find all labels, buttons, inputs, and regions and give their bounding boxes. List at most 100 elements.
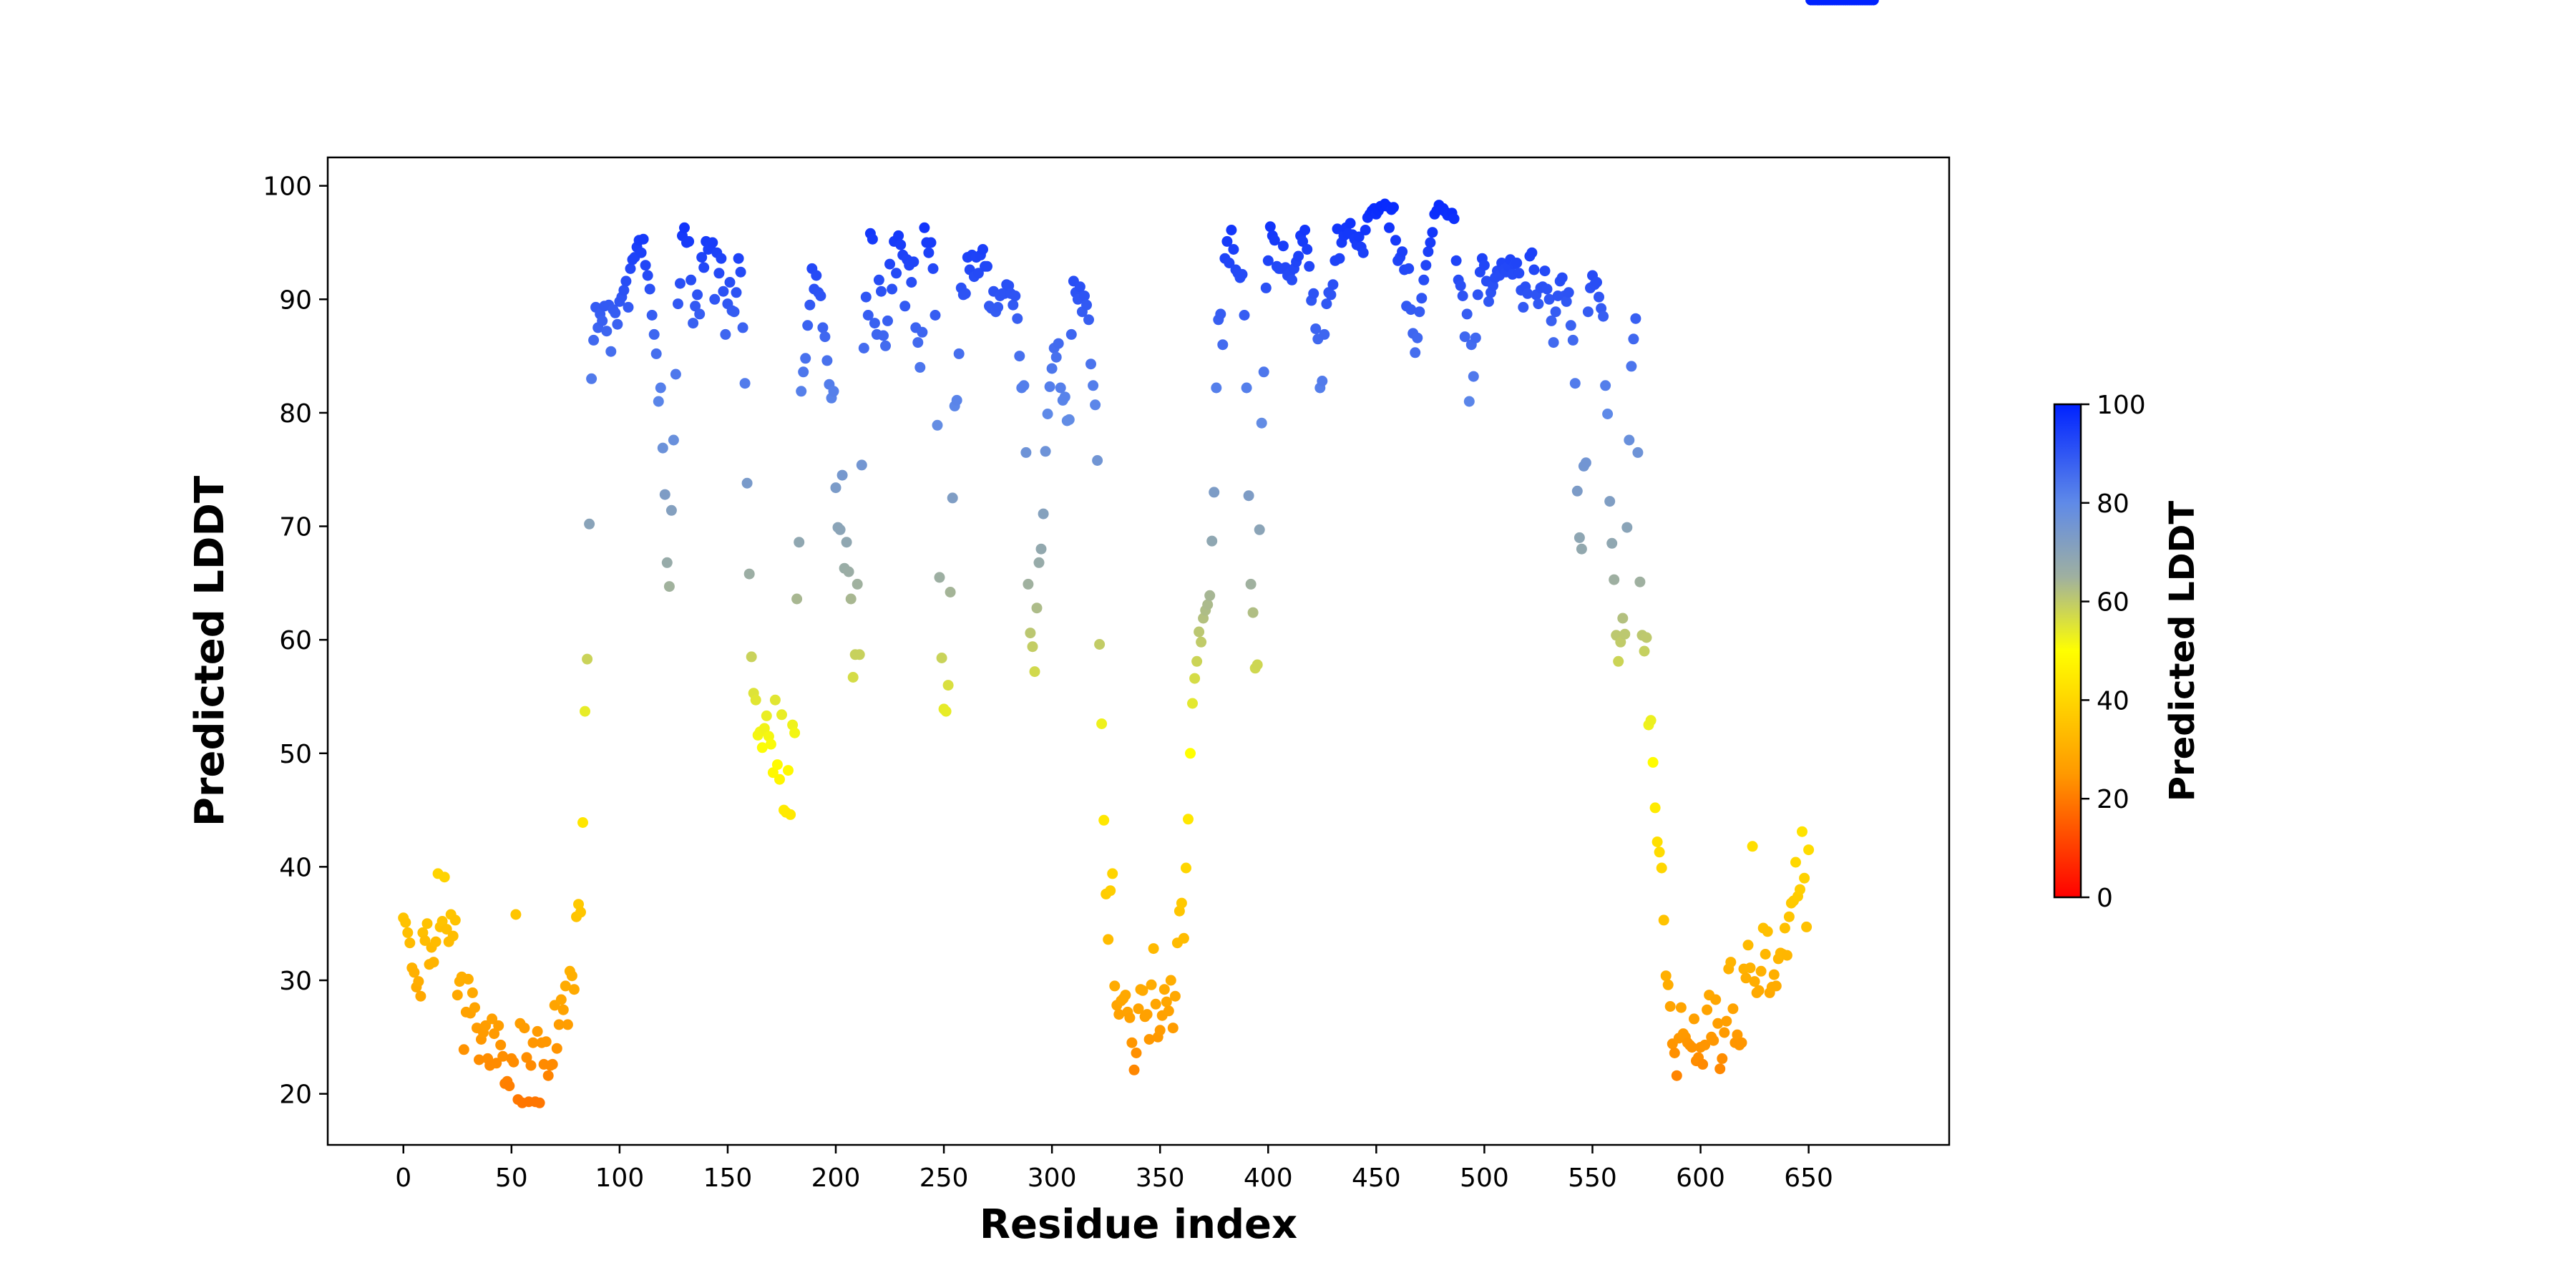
data-point [750, 694, 761, 706]
data-point [1033, 557, 1045, 568]
data-point [1403, 263, 1415, 274]
data-point [1012, 313, 1023, 324]
data-point [1569, 378, 1581, 389]
data-point [1260, 282, 1272, 293]
data-point [692, 289, 703, 301]
data-point [1619, 628, 1631, 640]
data-point [557, 1004, 569, 1015]
data-point [404, 937, 416, 949]
x-tick-label: 450 [1352, 1163, 1401, 1193]
data-point [1412, 332, 1423, 343]
data-point [1040, 446, 1051, 457]
data-point [655, 382, 666, 394]
data-point [1236, 268, 1248, 280]
data-point [675, 278, 686, 289]
data-point [1228, 244, 1239, 255]
data-point [908, 256, 919, 268]
data-point [1425, 237, 1436, 248]
data-point [769, 694, 781, 706]
data-point [686, 274, 697, 286]
data-point [1081, 299, 1092, 311]
x-tick-label: 550 [1568, 1163, 1617, 1193]
data-point [1656, 862, 1667, 874]
x-tick-label: 350 [1136, 1163, 1185, 1193]
data-point [1169, 990, 1181, 1002]
data-point [1528, 264, 1540, 275]
data-point [1090, 399, 1101, 411]
data-point [441, 924, 452, 935]
data-point [480, 1020, 492, 1031]
data-point [1038, 508, 1049, 519]
data-point [696, 252, 708, 263]
data-point [673, 298, 683, 310]
data-point [771, 759, 783, 771]
data-point [1664, 1001, 1676, 1012]
data-point [683, 235, 695, 247]
data-point [862, 310, 874, 321]
data-point [1410, 347, 1421, 358]
data-point [1264, 221, 1276, 233]
colorbar-tick-label: 80 [2097, 489, 2129, 519]
data-point [1768, 969, 1780, 980]
data-point [1518, 301, 1529, 313]
data-point [679, 222, 690, 233]
data-point [953, 348, 965, 359]
data-point [1645, 715, 1657, 726]
data-point [767, 767, 779, 779]
data-point [707, 237, 718, 248]
data-point [1781, 950, 1792, 961]
data-point [1252, 659, 1263, 670]
data-point [1689, 1013, 1699, 1025]
data-point [1571, 485, 1583, 497]
data-point [1018, 380, 1030, 391]
y-tick-label: 50 [279, 740, 312, 769]
data-point [733, 253, 744, 264]
data-point [1334, 253, 1345, 264]
data-point [1621, 522, 1633, 533]
data-point [1269, 235, 1280, 246]
data-point [841, 537, 852, 548]
data-point [430, 936, 441, 947]
data-point [436, 916, 448, 927]
data-point [709, 293, 721, 305]
data-point [1561, 296, 1572, 307]
data-point [1790, 857, 1801, 868]
data-point [1088, 380, 1099, 391]
data-point [1574, 532, 1585, 543]
data-point [1548, 337, 1559, 348]
data-point [1098, 814, 1110, 826]
data-point [413, 976, 424, 987]
data-point [1641, 632, 1652, 643]
data-point [925, 237, 937, 248]
data-point [1327, 279, 1339, 291]
data-point [1120, 990, 1131, 1001]
data-point [884, 258, 895, 270]
data-point [575, 907, 586, 918]
data-point [1615, 636, 1626, 648]
data-point [817, 322, 829, 333]
data-point [1687, 1042, 1697, 1053]
data-point [1325, 289, 1337, 301]
data-point [1414, 306, 1425, 318]
data-point [899, 301, 911, 312]
data-point [1416, 293, 1428, 304]
data-point [1448, 213, 1460, 225]
data-point [1158, 984, 1170, 995]
data-point [458, 1044, 469, 1055]
data-point [906, 277, 917, 288]
data-point [1423, 246, 1434, 258]
data-point [1053, 338, 1064, 349]
data-point [1455, 280, 1466, 291]
data-point [582, 653, 593, 665]
data-point [1727, 1003, 1739, 1015]
data-point [1461, 308, 1473, 320]
data-point [1360, 225, 1371, 235]
data-point [1020, 447, 1032, 458]
data-point [1345, 218, 1356, 229]
colorbar-tick-label: 60 [2097, 588, 2129, 618]
data-point [1181, 862, 1191, 874]
data-point [1109, 980, 1121, 992]
data-point [1055, 382, 1066, 394]
y-tick-label: 100 [263, 172, 312, 202]
data-point [1187, 698, 1198, 709]
